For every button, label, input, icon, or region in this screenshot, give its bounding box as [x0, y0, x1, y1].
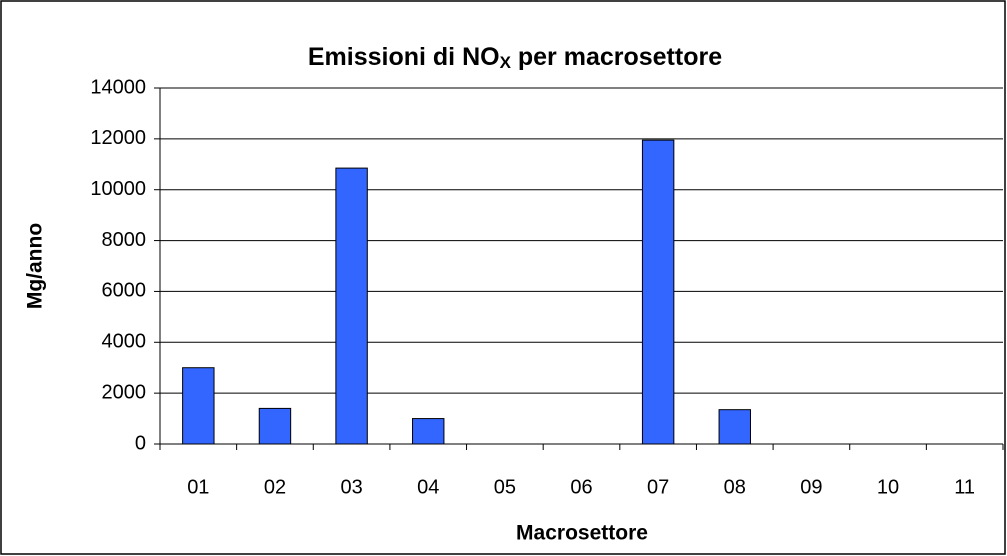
y-tick-label: 12000	[90, 127, 146, 149]
bar	[718, 409, 751, 445]
y-axis-label: Mg/anno	[24, 223, 47, 309]
title-subscript: X	[500, 53, 512, 72]
bar	[641, 139, 675, 445]
y-tick-label: 10000	[90, 178, 146, 200]
chart-title: Emissioni di NOX per macrosettore	[308, 43, 722, 73]
x-tick-label: 02	[264, 476, 286, 498]
x-tick-label: 07	[647, 476, 669, 498]
bar	[258, 407, 292, 445]
x-axis-label: Macrosettore	[516, 522, 648, 545]
x-tick-label: 08	[724, 476, 746, 498]
x-tick-label: 05	[494, 476, 516, 498]
x-tick-label: 10	[877, 476, 899, 498]
bar	[335, 167, 368, 445]
bar	[412, 418, 445, 445]
y-tick-label: 2000	[102, 381, 147, 403]
x-tick-label: 01	[187, 476, 209, 498]
x-tick-label: 11	[954, 476, 975, 498]
bar	[182, 367, 215, 445]
y-tick-label: 8000	[102, 229, 147, 251]
y-tick-label: 4000	[102, 331, 147, 353]
title-text: per macrosettore	[511, 43, 722, 71]
x-tick-label: 06	[570, 476, 592, 498]
y-tick-label: 14000	[90, 76, 146, 98]
y-tick-label: 0	[135, 432, 146, 454]
x-tick-label: 03	[340, 476, 362, 498]
title-text: Emissioni di NO	[308, 43, 500, 71]
x-tick-label: 04	[417, 476, 439, 498]
y-tick-label: 6000	[102, 280, 147, 302]
x-tick-label: 09	[800, 476, 822, 498]
